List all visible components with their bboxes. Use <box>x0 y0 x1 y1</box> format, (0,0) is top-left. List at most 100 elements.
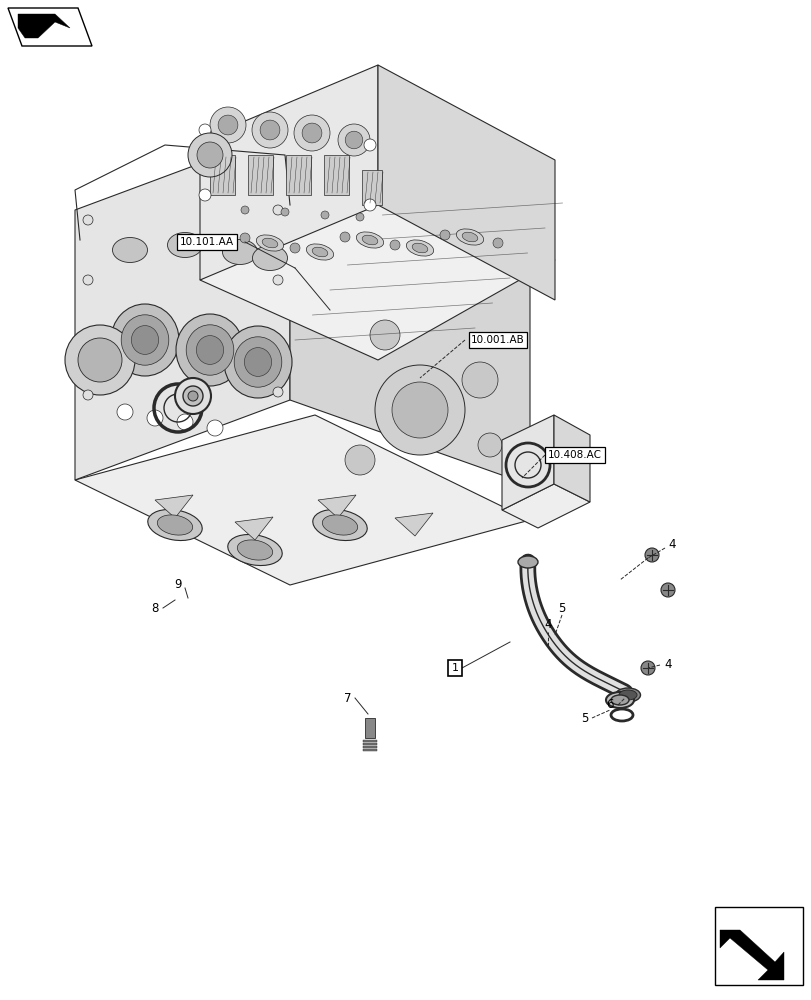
Circle shape <box>241 206 249 214</box>
Circle shape <box>640 661 654 675</box>
Circle shape <box>199 124 211 136</box>
Circle shape <box>392 382 448 438</box>
Text: 1: 1 <box>451 663 458 673</box>
Polygon shape <box>378 65 554 300</box>
Text: 6: 6 <box>606 698 613 711</box>
Polygon shape <box>501 484 590 528</box>
Circle shape <box>177 414 193 430</box>
Text: 4: 4 <box>667 538 675 552</box>
Bar <box>363 742 376 745</box>
Ellipse shape <box>517 556 538 568</box>
Circle shape <box>294 115 329 151</box>
Circle shape <box>440 230 449 240</box>
Circle shape <box>272 205 283 215</box>
Circle shape <box>210 107 246 143</box>
Text: 4: 4 <box>663 658 671 672</box>
Circle shape <box>218 115 238 135</box>
Polygon shape <box>75 130 290 480</box>
Circle shape <box>302 123 321 143</box>
Text: 5: 5 <box>581 711 588 724</box>
Circle shape <box>182 386 203 406</box>
Circle shape <box>272 275 283 285</box>
Text: 8: 8 <box>151 601 158 614</box>
Bar <box>363 748 376 751</box>
Circle shape <box>337 124 370 156</box>
Bar <box>285 155 311 195</box>
Ellipse shape <box>176 314 243 386</box>
Text: 10.001.AB: 10.001.AB <box>470 335 524 345</box>
Ellipse shape <box>356 232 383 248</box>
Circle shape <box>389 240 400 250</box>
Ellipse shape <box>148 509 202 541</box>
Text: 7: 7 <box>344 692 351 704</box>
Ellipse shape <box>456 229 483 245</box>
Circle shape <box>320 211 328 219</box>
Circle shape <box>355 213 363 221</box>
Ellipse shape <box>306 244 333 260</box>
Circle shape <box>478 433 501 457</box>
Circle shape <box>83 390 93 400</box>
Circle shape <box>240 233 250 243</box>
Circle shape <box>345 131 363 149</box>
Circle shape <box>83 215 93 225</box>
Polygon shape <box>75 415 530 585</box>
Circle shape <box>251 112 288 148</box>
Ellipse shape <box>167 232 202 257</box>
Ellipse shape <box>461 232 477 242</box>
Circle shape <box>65 325 135 395</box>
Text: 10.408.AC: 10.408.AC <box>547 450 601 460</box>
Circle shape <box>78 338 122 382</box>
Polygon shape <box>290 130 530 485</box>
Ellipse shape <box>111 304 178 376</box>
Text: 4: 4 <box>543 618 551 632</box>
Circle shape <box>207 420 223 436</box>
Text: 10.101.AA: 10.101.AA <box>180 237 234 247</box>
Ellipse shape <box>186 325 234 375</box>
Circle shape <box>188 391 198 401</box>
Circle shape <box>199 189 211 201</box>
Circle shape <box>492 238 502 248</box>
Circle shape <box>83 275 93 285</box>
Circle shape <box>370 320 400 350</box>
Ellipse shape <box>196 336 223 364</box>
Circle shape <box>290 243 299 253</box>
Ellipse shape <box>406 240 433 256</box>
Ellipse shape <box>610 695 629 705</box>
Bar <box>362 170 381 205</box>
Bar <box>324 155 349 195</box>
Polygon shape <box>200 180 554 360</box>
Ellipse shape <box>362 235 377 245</box>
Circle shape <box>175 378 211 414</box>
Ellipse shape <box>234 337 281 387</box>
Polygon shape <box>8 8 92 46</box>
Bar <box>363 739 376 742</box>
Ellipse shape <box>244 348 271 376</box>
Bar <box>363 745 376 748</box>
Ellipse shape <box>157 515 192 535</box>
Circle shape <box>272 387 283 397</box>
Circle shape <box>363 199 375 211</box>
Ellipse shape <box>224 326 292 398</box>
Polygon shape <box>719 930 783 980</box>
Circle shape <box>363 139 375 151</box>
Polygon shape <box>234 517 272 540</box>
Circle shape <box>281 208 289 216</box>
Text: 5: 5 <box>558 601 565 614</box>
Ellipse shape <box>311 247 328 257</box>
Circle shape <box>260 120 280 140</box>
Circle shape <box>340 232 350 242</box>
Ellipse shape <box>222 239 257 264</box>
Ellipse shape <box>131 326 158 354</box>
Polygon shape <box>318 495 355 518</box>
Ellipse shape <box>605 692 633 708</box>
Bar <box>210 155 234 195</box>
Circle shape <box>375 365 465 455</box>
Circle shape <box>188 133 232 177</box>
Text: 9: 9 <box>174 578 182 591</box>
Polygon shape <box>394 513 432 536</box>
Ellipse shape <box>237 540 272 560</box>
Circle shape <box>660 583 674 597</box>
Polygon shape <box>18 14 70 38</box>
Ellipse shape <box>228 534 282 566</box>
Ellipse shape <box>322 515 357 535</box>
